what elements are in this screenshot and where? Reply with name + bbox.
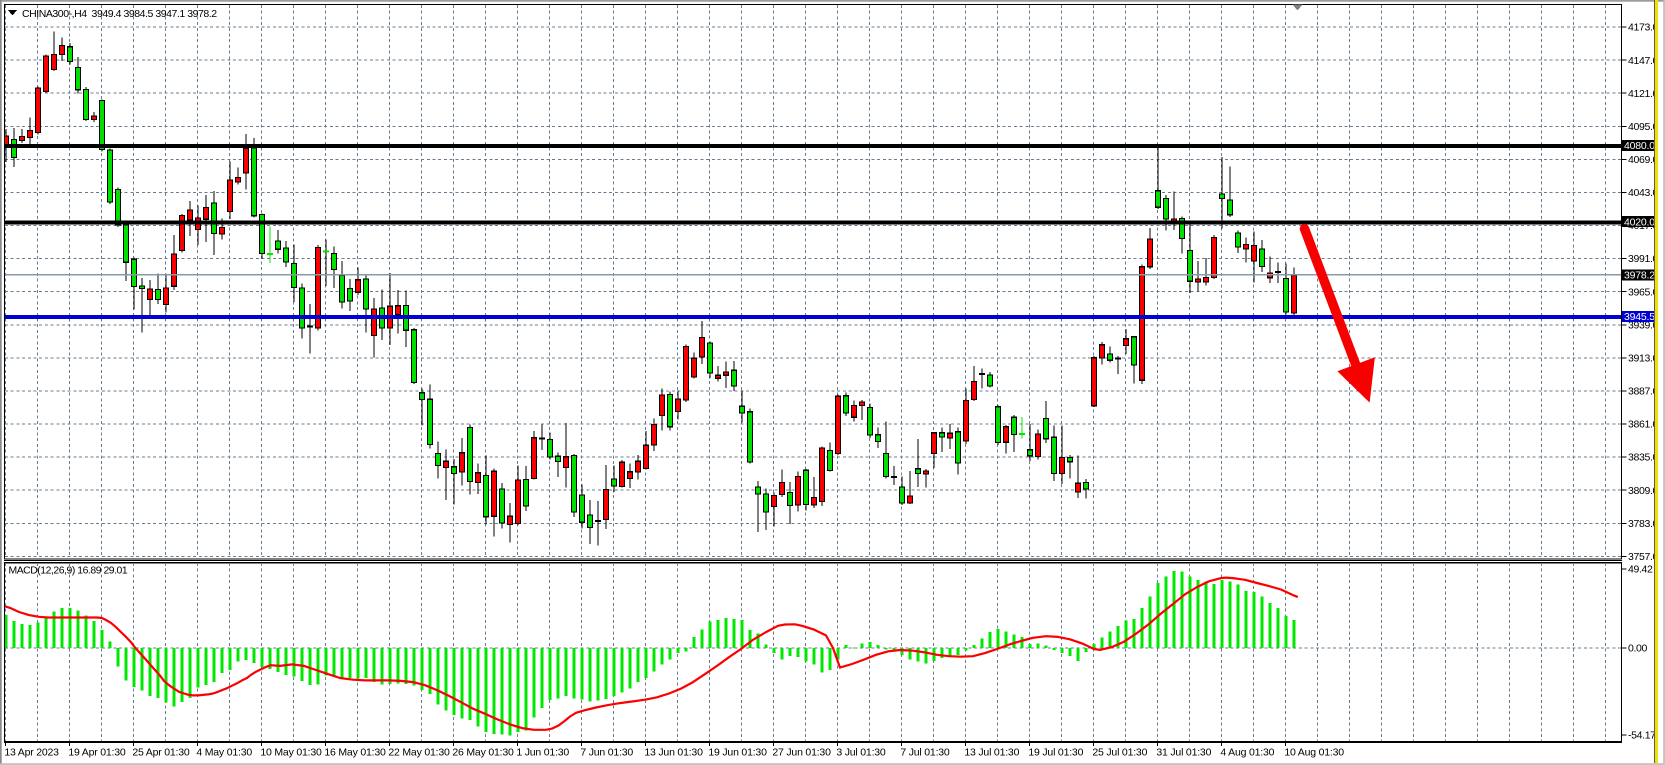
- svg-text:4 Aug 01:30: 4 Aug 01:30: [1220, 747, 1274, 759]
- svg-text:10 Aug 01:30: 10 Aug 01:30: [1284, 747, 1344, 759]
- svg-text:27 Jun 01:30: 27 Jun 01:30: [772, 747, 831, 759]
- svg-text:4080.0: 4080.0: [1624, 140, 1655, 152]
- svg-text:10 May 01:30: 10 May 01:30: [260, 747, 322, 759]
- svg-text:31 Jul 01:30: 31 Jul 01:30: [1156, 747, 1211, 759]
- svg-text:MACD(12,26,9) 16.89 29.01: MACD(12,26,9) 16.89 29.01: [9, 566, 128, 577]
- svg-text:13 Jul 01:30: 13 Jul 01:30: [964, 747, 1019, 759]
- svg-text:22 May 01:30: 22 May 01:30: [388, 747, 450, 759]
- svg-text:3913.0: 3913.0: [1628, 352, 1659, 364]
- svg-text:13 Apr 2023: 13 Apr 2023: [4, 747, 59, 759]
- svg-text:4069.0: 4069.0: [1628, 154, 1659, 166]
- svg-text:19 Apr 01:30: 19 Apr 01:30: [68, 747, 126, 759]
- svg-text:7 Jun 01:30: 7 Jun 01:30: [580, 747, 633, 759]
- svg-text:3939.0: 3939.0: [1628, 319, 1659, 331]
- svg-text:4043.0: 4043.0: [1628, 187, 1659, 199]
- svg-text:4173.0: 4173.0: [1628, 22, 1659, 34]
- svg-text:3783.0: 3783.0: [1628, 518, 1659, 530]
- svg-text:49.42: 49.42: [1628, 563, 1653, 575]
- svg-text:26 May 01:30: 26 May 01:30: [452, 747, 514, 759]
- svg-text:3887.0: 3887.0: [1628, 386, 1659, 398]
- svg-text:3965.0: 3965.0: [1628, 286, 1659, 298]
- svg-text:19 Jun 01:30: 19 Jun 01:30: [708, 747, 767, 759]
- svg-text:3945.5: 3945.5: [1624, 311, 1655, 323]
- svg-text:0.00: 0.00: [1628, 643, 1648, 655]
- svg-text:4095.0: 4095.0: [1628, 121, 1659, 133]
- svg-text:3757.0: 3757.0: [1628, 551, 1659, 563]
- svg-text:16 May 01:30: 16 May 01:30: [324, 747, 386, 759]
- svg-text:3978.2: 3978.2: [1624, 270, 1655, 282]
- svg-text:-54.17: -54.17: [1628, 729, 1656, 741]
- svg-text:4 May 01:30: 4 May 01:30: [196, 747, 252, 759]
- svg-text:4147.0: 4147.0: [1628, 55, 1659, 67]
- svg-text:3809.0: 3809.0: [1628, 485, 1659, 497]
- svg-text:25 Apr 01:30: 25 Apr 01:30: [132, 747, 190, 759]
- svg-text:7 Jul 01:30: 7 Jul 01:30: [900, 747, 950, 759]
- svg-text:3 Jul 01:30: 3 Jul 01:30: [836, 747, 886, 759]
- svg-text:25 Jul 01:30: 25 Jul 01:30: [1092, 747, 1147, 759]
- svg-text:4020.0: 4020.0: [1624, 216, 1655, 228]
- svg-text:3991.0: 3991.0: [1628, 253, 1659, 265]
- svg-text:13 Jun 01:30: 13 Jun 01:30: [644, 747, 703, 759]
- svg-text:CHINA300-,H4 3949.4 3984.5 39: CHINA300-,H4 3949.4 3984.5 3947.1 3978.2: [22, 8, 217, 20]
- svg-text:19 Jul 01:30: 19 Jul 01:30: [1028, 747, 1083, 759]
- svg-text:4121.0: 4121.0: [1628, 88, 1659, 100]
- svg-text:1 Jun 01:30: 1 Jun 01:30: [516, 747, 569, 759]
- svg-text:3835.0: 3835.0: [1628, 452, 1659, 464]
- svg-text:3861.0: 3861.0: [1628, 419, 1659, 431]
